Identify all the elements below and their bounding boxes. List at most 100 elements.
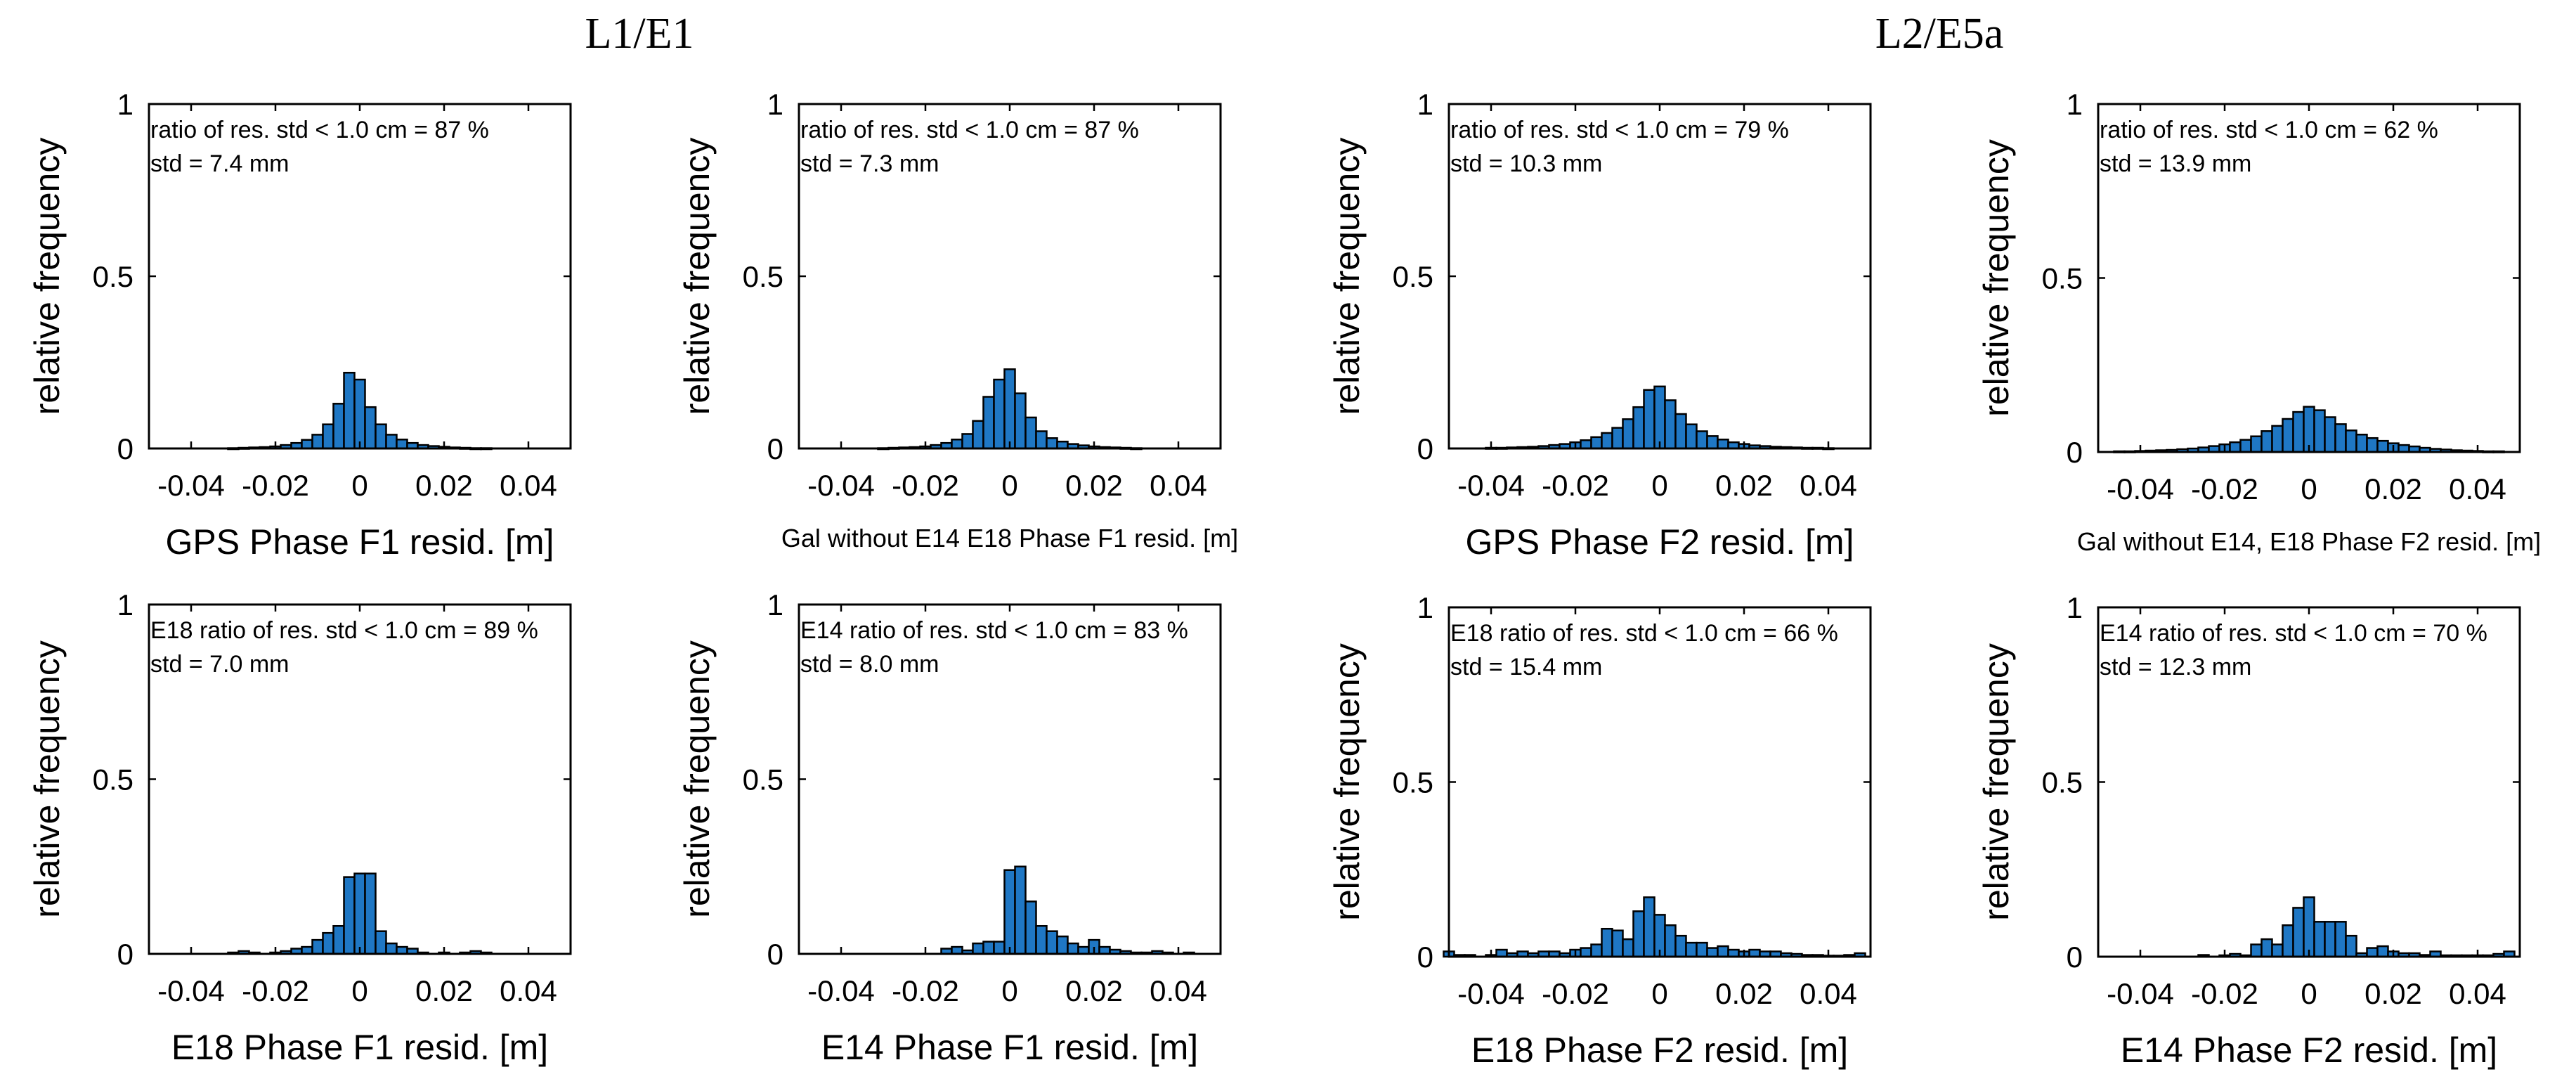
histogram-bar bbox=[343, 876, 356, 955]
x-axis-label: E14 Phase F2 resid. [m] bbox=[2121, 1030, 2497, 1070]
y-tick-label: 1 bbox=[117, 588, 134, 621]
x-tick-label: -0.04 bbox=[807, 974, 875, 1007]
histogram-bar bbox=[1706, 435, 1719, 450]
histogram-bar bbox=[2292, 411, 2305, 453]
x-axis-label: E14 Phase F1 resid. [m] bbox=[821, 1028, 1198, 1067]
histogram-bar bbox=[2366, 947, 2379, 958]
histogram-bar bbox=[353, 378, 366, 450]
x-tick-label: 0.02 bbox=[415, 974, 473, 1007]
stats-annotation: std = 7.3 mm bbox=[800, 150, 939, 177]
histogram-bar bbox=[2239, 439, 2252, 453]
histogram-bar bbox=[1003, 368, 1016, 450]
histogram-bar bbox=[1046, 437, 1058, 450]
histogram-panel: -0.04 -0.02 0 0.02 0.04 0 0.5 1 relative frequen… bbox=[1327, 591, 1872, 1070]
histogram-bar bbox=[1674, 934, 1687, 958]
histogram-bar bbox=[311, 434, 324, 450]
y-tick-label: 0.5 bbox=[93, 763, 134, 796]
histogram-panel: -0.04 -0.02 0 0.02 0.04 0 0.5 1 relative frequen… bbox=[677, 88, 1238, 553]
stats-annotation: std = 12.3 mm bbox=[2100, 654, 2251, 680]
histogram-bar bbox=[1601, 432, 1613, 450]
x-tick-label: -0.02 bbox=[2191, 472, 2258, 505]
stats-annotation: std = 13.9 mm bbox=[2100, 150, 2251, 177]
x-tick-label: 0.04 bbox=[1800, 977, 1857, 1010]
y-axis-label: relative frequency bbox=[27, 138, 67, 415]
histogram-bar bbox=[1580, 439, 1592, 450]
histogram-bar bbox=[2229, 441, 2242, 453]
histogram-panel: -0.04 -0.02 0 0.02 0.04 0 0.5 1 relative frequen… bbox=[1327, 88, 1872, 562]
stats-annotation: ratio of res. std < 1.0 cm = 87 % bbox=[150, 117, 489, 143]
group-title-l2-e5a: L2/E5a bbox=[1875, 10, 2004, 58]
y-tick-label: 0 bbox=[2067, 941, 2083, 974]
histogram-bar bbox=[1056, 935, 1069, 955]
histogram-bar bbox=[2271, 943, 2284, 958]
histogram-bar bbox=[993, 941, 1006, 955]
y-axis-label: relative frequency bbox=[1977, 139, 2016, 417]
histogram-panel: -0.04 -0.02 0 0.02 0.04 0 0.5 1 relative frequen… bbox=[27, 88, 572, 562]
histogram-bar bbox=[364, 872, 377, 955]
x-tick-label: 0.04 bbox=[1150, 469, 1207, 502]
y-tick-label: 0 bbox=[767, 938, 783, 971]
histogram-bar bbox=[1685, 941, 1698, 958]
y-tick-label: 1 bbox=[117, 88, 134, 121]
group-title-l1-e1: L1/E1 bbox=[585, 10, 694, 58]
histogram-bar bbox=[1611, 929, 1624, 958]
x-tick-label: -0.02 bbox=[892, 469, 959, 502]
x-tick-label: 0.04 bbox=[2449, 977, 2506, 1010]
x-tick-label: 0.02 bbox=[1715, 977, 1773, 1010]
x-tick-label: 0.02 bbox=[2364, 472, 2422, 505]
histogram-bar bbox=[2282, 418, 2294, 453]
histogram-bar bbox=[2282, 924, 2294, 958]
histogram-bar bbox=[1653, 385, 1666, 450]
histogram-bar bbox=[1035, 924, 1048, 955]
x-tick-label: 0.04 bbox=[1800, 469, 1857, 502]
histogram-bar bbox=[2292, 907, 2305, 958]
x-axis-label: E18 Phase F1 resid. [m] bbox=[171, 1028, 548, 1067]
histogram-bar bbox=[2345, 934, 2357, 958]
histogram-bar bbox=[1024, 900, 1037, 955]
histogram-bar bbox=[1632, 910, 1645, 958]
x-axis-label: E18 Phase F2 resid. [m] bbox=[1471, 1030, 1848, 1070]
histogram-bar bbox=[1664, 924, 1677, 958]
histogram-bar bbox=[1590, 943, 1603, 958]
x-tick-label: 0.02 bbox=[415, 469, 473, 502]
stats-annotation: std = 7.4 mm bbox=[150, 150, 289, 177]
histogram-bar bbox=[1580, 947, 1592, 958]
stats-annotation: std = 8.0 mm bbox=[800, 651, 939, 678]
histogram-bar bbox=[982, 941, 995, 955]
y-tick-label: 0 bbox=[1417, 941, 1433, 974]
y-tick-label: 0 bbox=[117, 938, 134, 971]
y-tick-label: 0.5 bbox=[1393, 766, 1433, 799]
histogram-bar bbox=[993, 378, 1006, 450]
x-tick-label: 0 bbox=[351, 469, 367, 502]
histogram-bar bbox=[322, 931, 334, 955]
histogram-bar bbox=[1035, 430, 1048, 450]
histogram-bar bbox=[1611, 427, 1624, 450]
y-tick-label: 0 bbox=[767, 432, 783, 465]
x-tick-label: 0 bbox=[2301, 977, 2317, 1010]
histogram-bar bbox=[343, 371, 356, 450]
x-tick-label: -0.02 bbox=[242, 974, 309, 1007]
histogram-bar bbox=[1717, 439, 1729, 450]
x-tick-label: -0.04 bbox=[807, 469, 875, 502]
histogram-bar bbox=[2324, 921, 2336, 958]
y-tick-label: 0.5 bbox=[2042, 262, 2083, 295]
y-tick-label: 1 bbox=[1417, 88, 1433, 121]
x-tick-label: 0 bbox=[1001, 469, 1017, 502]
x-tick-label: -0.02 bbox=[1542, 977, 1609, 1010]
stats-annotation: ratio of res. std < 1.0 cm = 62 % bbox=[2100, 117, 2438, 143]
histogram-panel: -0.04 -0.02 0 0.02 0.04 0 0.5 1 relative frequen… bbox=[1977, 88, 2541, 556]
x-tick-label: -0.04 bbox=[157, 469, 225, 502]
x-tick-label: 0 bbox=[2301, 472, 2317, 505]
histogram-bar bbox=[1664, 399, 1677, 450]
histogram-bar bbox=[951, 439, 963, 450]
histogram-bar bbox=[2355, 434, 2368, 453]
histogram-bar bbox=[364, 406, 377, 450]
x-tick-label: -0.02 bbox=[892, 974, 959, 1007]
histogram-bar bbox=[1696, 430, 1708, 450]
stats-annotation: E14 ratio of res. std < 1.0 cm = 83 % bbox=[800, 617, 1188, 644]
histogram-bar bbox=[2334, 921, 2347, 958]
panels: -0.04 -0.02 0 0.02 0.04 0 0.5 1 relative frequen… bbox=[27, 88, 2541, 1070]
histogram-bar bbox=[1601, 927, 1613, 958]
histogram-bar bbox=[972, 942, 984, 955]
histogram-bar bbox=[2376, 945, 2389, 958]
